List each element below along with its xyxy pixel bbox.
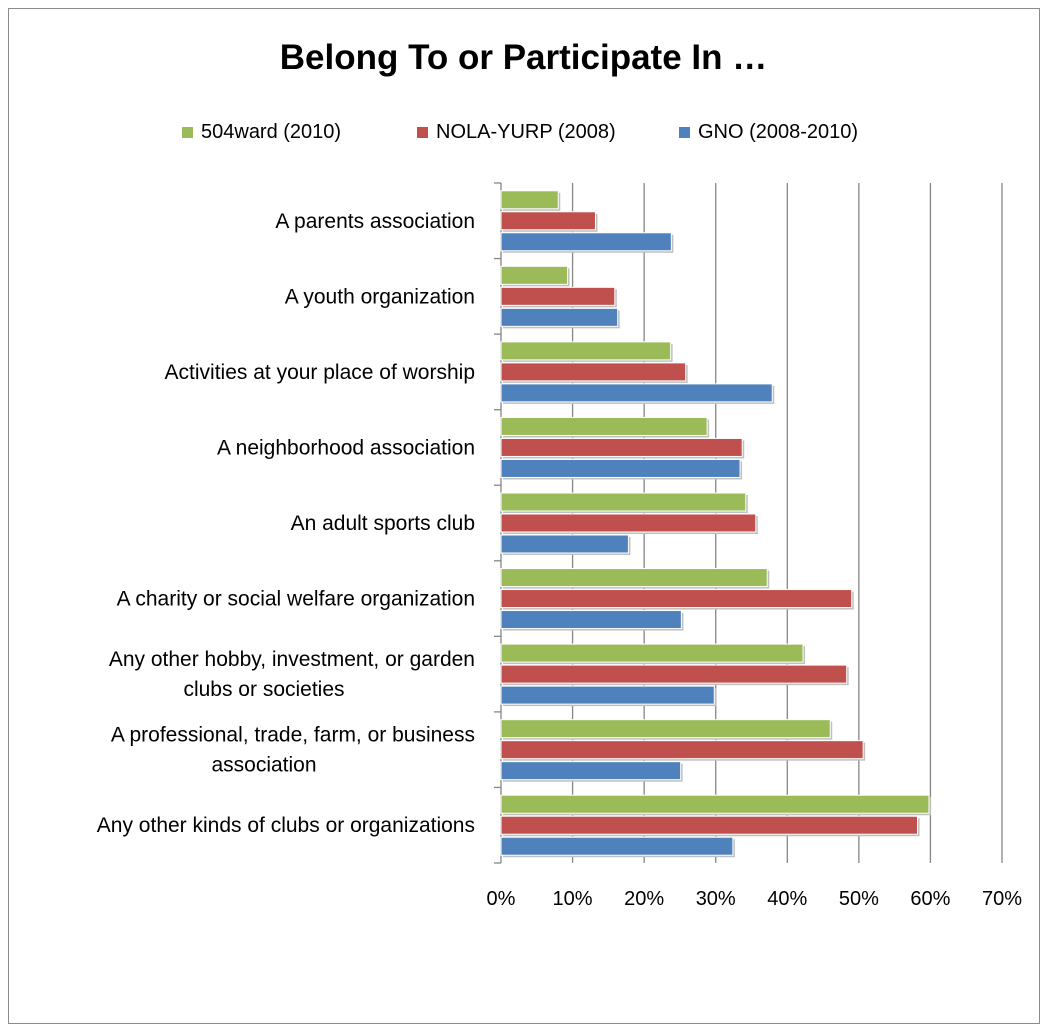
x-tick-label: 50% bbox=[839, 888, 879, 910]
legend-swatch-nola-yurp bbox=[417, 126, 428, 138]
bar bbox=[500, 568, 768, 588]
category-label: An adult sports club bbox=[291, 512, 475, 535]
x-tick-label: 10% bbox=[553, 888, 593, 910]
category-label: clubs or societies bbox=[183, 678, 344, 701]
legend-swatch-504ward bbox=[182, 126, 193, 138]
bar bbox=[500, 232, 672, 252]
bar bbox=[500, 458, 741, 478]
bar bbox=[500, 513, 757, 533]
chart-title: Belong To or Participate In … bbox=[279, 38, 768, 77]
category-label: Activities at your place of worship bbox=[165, 361, 475, 384]
legend-label-504ward: 504ward (2010) bbox=[201, 120, 342, 143]
legend-item-gno: GNO (2008-2010) bbox=[679, 118, 858, 146]
category-label: A youth organization bbox=[285, 285, 475, 308]
bar bbox=[500, 719, 831, 739]
bar bbox=[500, 740, 864, 760]
x-tick-label: 0% bbox=[487, 888, 516, 910]
bar bbox=[500, 685, 715, 705]
bar bbox=[500, 286, 616, 306]
x-tick-label: 30% bbox=[696, 888, 736, 910]
bar bbox=[500, 190, 559, 210]
legend-label-nola-yurp: NOLA-YURP (2008) bbox=[436, 120, 616, 143]
bar bbox=[500, 383, 773, 403]
bar bbox=[500, 534, 629, 554]
bar bbox=[500, 794, 930, 814]
legend-label-gno: GNO (2008-2010) bbox=[698, 120, 859, 143]
bar bbox=[500, 815, 919, 835]
bar bbox=[500, 341, 672, 361]
bar bbox=[500, 437, 743, 457]
bar bbox=[500, 761, 682, 781]
bar bbox=[500, 211, 596, 231]
category-label: A charity or social welfare organization bbox=[117, 588, 475, 611]
bar bbox=[500, 610, 682, 630]
bar bbox=[500, 265, 569, 285]
bar bbox=[500, 643, 804, 663]
bar bbox=[500, 416, 708, 436]
legend-swatch-gno bbox=[679, 126, 690, 138]
x-tick-label: 20% bbox=[624, 888, 664, 910]
category-label: association bbox=[211, 754, 316, 777]
category-label: A professional, trade, farm, or business bbox=[111, 724, 475, 747]
bar bbox=[500, 307, 619, 327]
bar bbox=[500, 492, 747, 512]
legend-item-nola-yurp: NOLA-YURP (2008) bbox=[417, 118, 616, 146]
bar bbox=[500, 664, 848, 684]
x-tick-label: 60% bbox=[910, 888, 950, 910]
category-label: A neighborhood association bbox=[217, 436, 475, 459]
x-tick-label: 40% bbox=[767, 888, 807, 910]
bar bbox=[500, 836, 734, 856]
bar bbox=[500, 589, 853, 609]
category-label: Any other kinds of clubs or organization… bbox=[97, 814, 475, 837]
category-label: A parents association bbox=[275, 210, 475, 233]
legend-item-504ward: 504ward (2010) bbox=[182, 118, 341, 146]
category-label: Any other hobby, investment, or garden bbox=[109, 648, 475, 671]
x-tick-label: 70% bbox=[982, 888, 1022, 910]
bar bbox=[500, 362, 687, 382]
